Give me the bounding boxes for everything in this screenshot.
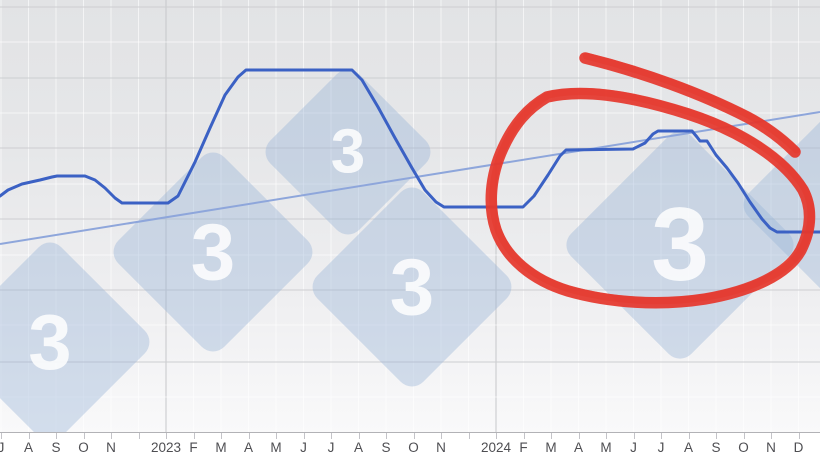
x-axis-tick (303, 433, 305, 439)
x-axis-month-label: S (711, 440, 721, 455)
x-axis-tick (166, 433, 167, 439)
x-axis-tick (606, 433, 607, 439)
watermark-digit: 3 (191, 208, 236, 297)
x-axis-tick (358, 433, 360, 439)
red-tail (579, 52, 801, 158)
x-axis-tick (633, 433, 635, 439)
x-axis-tick (1, 433, 2, 439)
x-axis-month-label: D (793, 440, 804, 455)
x-axis-tick (386, 433, 387, 439)
x-axis-month-label: M (600, 440, 612, 455)
x-axis-month-label: J (657, 440, 665, 455)
x-axis-month-label: O (78, 440, 89, 455)
watermark-diamond (0, 242, 150, 432)
x-axis-month-label: N (106, 440, 116, 455)
x-axis-tick (743, 433, 745, 439)
red-circle-texture (489, 88, 815, 305)
x-axis-month-label: A (243, 440, 254, 455)
x-axis-tick (331, 433, 332, 439)
x-axis-tick (248, 433, 250, 439)
x-axis-month-label: O (738, 440, 749, 455)
watermark-digit: 3 (331, 118, 365, 187)
plot-area: 333333 (0, 0, 820, 433)
red-marker-annotation (485, 52, 816, 309)
x-axis: J A S O N 2023 F M A M J J A S O N 2024 F M A M J J A S O N D (0, 433, 820, 461)
x-axis-tick (221, 433, 222, 439)
x-axis-tick (413, 433, 415, 439)
x-axis-month-label: J (630, 440, 637, 455)
x-axis-month-label: S (51, 440, 61, 455)
x-axis-tick (771, 433, 772, 439)
x-axis-tick (28, 433, 30, 439)
x-axis-tick (551, 433, 552, 439)
gridlines (0, 0, 820, 432)
x-axis-tick (276, 433, 277, 439)
x-axis-tick (523, 433, 525, 439)
x-axis-tick (716, 433, 717, 439)
x-axis-tick (441, 433, 442, 439)
x-axis-tick (193, 433, 195, 439)
x-axis-month-label: J (0, 440, 5, 455)
price-line (0, 68, 820, 234)
red-circle (485, 87, 816, 309)
red-tail-texture (583, 52, 800, 154)
x-axis-month-label: M (545, 440, 557, 455)
x-axis-month-label: F (189, 440, 198, 455)
watermark-diamond (265, 69, 431, 235)
x-axis-month-label: A (683, 440, 694, 455)
x-axis-month-label: F (519, 440, 528, 455)
x-axis-month-label: A (353, 440, 364, 455)
x-axis-tick (56, 433, 57, 439)
data-lines (0, 68, 820, 245)
x-axis-month-label: A (573, 440, 584, 455)
x-axis-tick (661, 433, 662, 439)
trend-line (0, 111, 820, 245)
watermark-digit: 3 (28, 298, 71, 386)
x-axis-month-label: M (270, 440, 282, 455)
x-axis-month-label: N (436, 440, 446, 455)
x-axis-year-label: 2024 (480, 440, 512, 455)
x-axis-year-label: 2023 (150, 440, 182, 455)
x-axis-tick (138, 433, 140, 439)
x-axis-month-label: S (381, 440, 391, 455)
x-axis-month-label: J (327, 440, 335, 455)
x-axis-month-label: A (23, 440, 34, 455)
watermark-digit: 3 (651, 187, 709, 303)
watermark-digit: 3 (390, 243, 435, 332)
x-axis-tick (578, 433, 580, 439)
x-axis-tick (111, 433, 112, 439)
x-axis-tick (798, 433, 800, 439)
x-axis-month-label: M (215, 440, 227, 455)
x-axis-month-label: N (766, 440, 776, 455)
x-axis-tick (496, 433, 497, 439)
x-axis-tick (688, 433, 690, 439)
x-axis-month-label: J (300, 440, 307, 455)
watermark-diamond (312, 187, 512, 387)
x-axis-tick (468, 433, 470, 439)
x-axis-tick (83, 433, 85, 439)
chart-canvas: 333333 (0, 0, 820, 432)
x-axis-month-label: O (408, 440, 419, 455)
